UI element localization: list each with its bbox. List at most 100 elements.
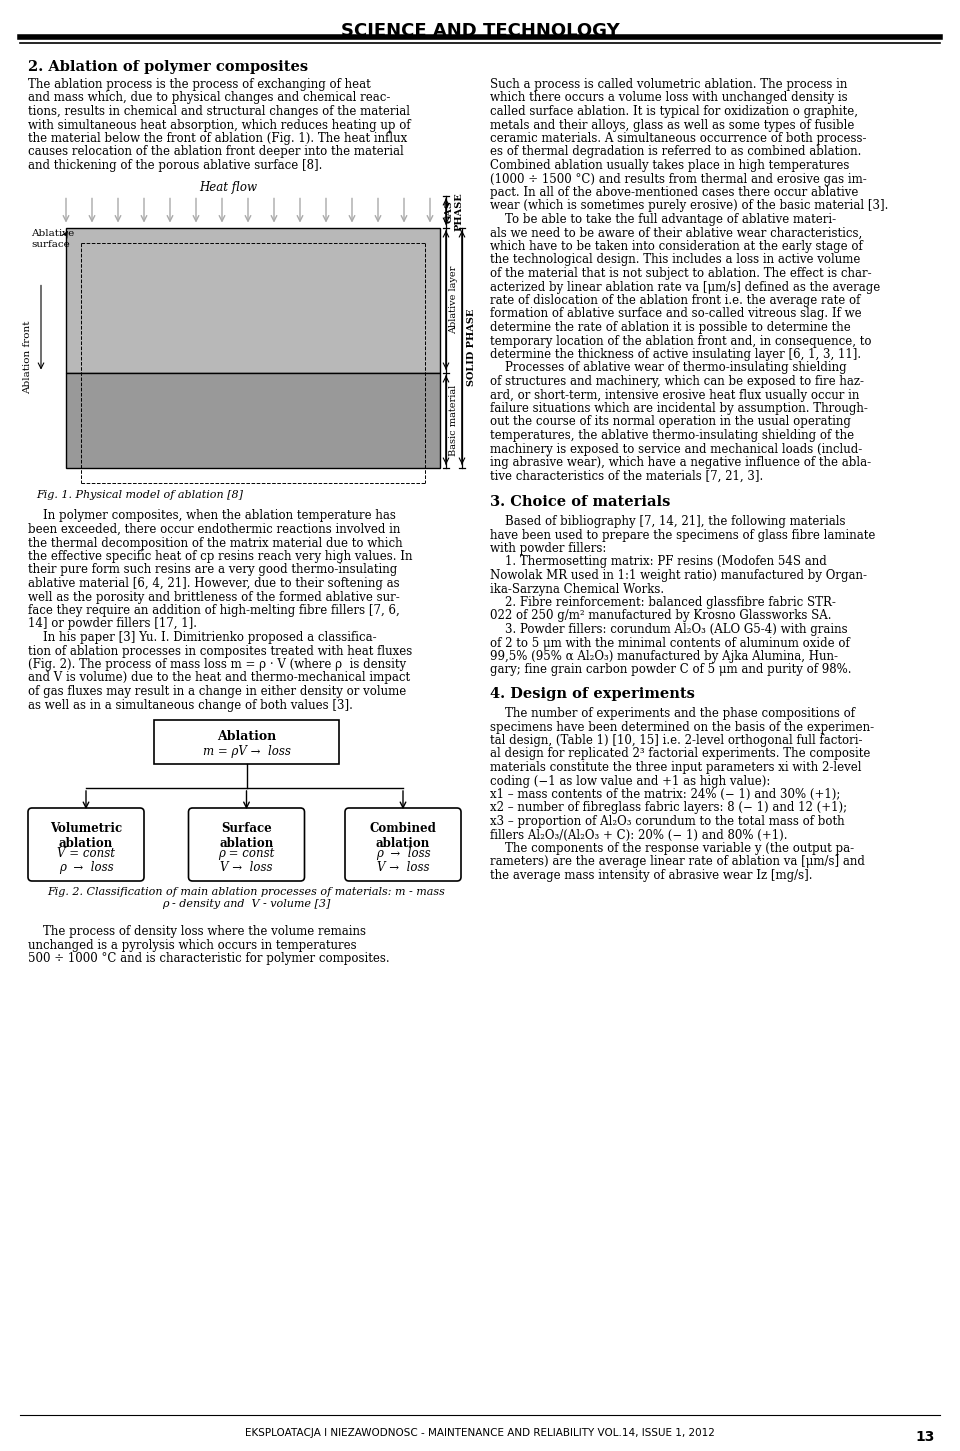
Text: gary; fine grain carbon powder C of 5 μm and purity of 98%.: gary; fine grain carbon powder C of 5 μm… [490, 663, 852, 676]
Text: 1. Thermosetting matrix: PF resins (Modofen 54S and: 1. Thermosetting matrix: PF resins (Modo… [490, 556, 827, 569]
Text: 14] or powder fillers [17, 1].: 14] or powder fillers [17, 1]. [28, 618, 197, 631]
Text: machinery is exposed to service and mechanical loads (includ-: machinery is exposed to service and mech… [490, 443, 862, 456]
Text: Combined ablation usually takes place in high temperatures: Combined ablation usually takes place in… [490, 160, 850, 173]
Text: V = const: V = const [57, 847, 115, 860]
Text: of gas fluxes may result in a change in either density or volume: of gas fluxes may result in a change in … [28, 685, 406, 698]
Text: rameters) are the average linear rate of ablation va [μm/s] and: rameters) are the average linear rate of… [490, 856, 865, 869]
Text: the effective specific heat of cp resins reach very high values. In: the effective specific heat of cp resins… [28, 550, 413, 563]
Text: the thermal decomposition of the matrix material due to which: the thermal decomposition of the matrix … [28, 537, 402, 550]
Bar [66, 228, 440, 373]
Text: V →  loss: V → loss [220, 860, 273, 874]
Text: and mass which, due to physical changes and chemical reac-: and mass which, due to physical changes … [28, 91, 391, 104]
Text: Fig. 1. Physical model of ablation [8]: Fig. 1. Physical model of ablation [8] [36, 489, 243, 499]
Text: Heat flow: Heat flow [199, 181, 257, 194]
Text: Ablative
surface: Ablative surface [31, 229, 74, 250]
Text: ceramic materials. A simultaneous occurrence of both process-: ceramic materials. A simultaneous occurr… [490, 132, 867, 145]
Bar [66, 373, 440, 467]
Text: x1 – mass contents of the matrix: 24% (− 1) and 30% (+1);: x1 – mass contents of the matrix: 24% (−… [490, 788, 840, 801]
Text: the technological design. This includes a loss in active volume: the technological design. This includes … [490, 254, 860, 267]
Text: 13: 13 [916, 1431, 935, 1444]
Text: al design for replicated 2³ factorial experiments. The composite: al design for replicated 2³ factorial ex… [490, 747, 871, 760]
Text: (1000 ÷ 1500 °C) and results from thermal and erosive gas im-: (1000 ÷ 1500 °C) and results from therma… [490, 173, 867, 186]
Text: Ablation: Ablation [217, 730, 276, 743]
Text: formation of ablative surface and so-called vitreous slag. If we: formation of ablative surface and so-cal… [490, 308, 862, 321]
Text: x2 – number of fibreglass fabric layers: 8 (− 1) and 12 (+1);: x2 – number of fibreglass fabric layers:… [490, 801, 847, 814]
Text: the material below the front of ablation (Fig. 1). The heat influx: the material below the front of ablation… [28, 132, 407, 145]
Text: ing abrasive wear), which have a negative influence of the abla-: ing abrasive wear), which have a negativ… [490, 456, 871, 469]
Text: coding (−1 as low value and +1 as high value):: coding (−1 as low value and +1 as high v… [490, 775, 770, 788]
Text: In polymer composites, when the ablation temperature has: In polymer composites, when the ablation… [28, 509, 396, 522]
Text: of the material that is not subject to ablation. The effect is char-: of the material that is not subject to a… [490, 267, 872, 280]
Text: and V is volume) due to the heat and thermo-mechanical impact: and V is volume) due to the heat and the… [28, 672, 410, 685]
Text: temperatures, the ablative thermo-insulating shielding of the: temperatures, the ablative thermo-insula… [490, 429, 854, 443]
FancyBboxPatch shape [188, 808, 304, 881]
Text: SOLID PHASE: SOLID PHASE [467, 309, 475, 386]
Text: Surface
ablation: Surface ablation [220, 823, 274, 850]
Text: m = ρV →  loss: m = ρV → loss [203, 744, 291, 757]
Text: have been used to prepare the specimens of glass fibre laminate: have been used to prepare the specimens … [490, 528, 876, 541]
Text: tive characteristics of the materials [7, 21, 3].: tive characteristics of the materials [7… [490, 470, 763, 483]
Text: face they require an addition of high-melting fibre fillers [7, 6,: face they require an addition of high-me… [28, 604, 399, 617]
Text: als we need to be aware of their ablative wear characteristics,: als we need to be aware of their ablativ… [490, 226, 862, 239]
Text: 99,5% (95% α Al₂O₃) manufactured by Ajka Alumina, Hun-: 99,5% (95% α Al₂O₃) manufactured by Ajka… [490, 650, 838, 663]
Text: es of thermal degradation is referred to as combined ablation.: es of thermal degradation is referred to… [490, 145, 861, 158]
Text: Ablative layer: Ablative layer [449, 266, 459, 334]
Text: the average mass intensity of abrasive wear Iz [mg/s].: the average mass intensity of abrasive w… [490, 869, 812, 882]
Text: ika-Sarzyna Chemical Works.: ika-Sarzyna Chemical Works. [490, 582, 664, 595]
FancyBboxPatch shape [154, 720, 339, 765]
Text: Nowolak MR used in 1:1 weight ratio) manufactured by Organ-: Nowolak MR used in 1:1 weight ratio) man… [490, 569, 867, 582]
Text: 2. Ablation of polymer composites: 2. Ablation of polymer composites [28, 59, 308, 74]
Text: 500 ÷ 1000 °C and is characteristic for polymer composites.: 500 ÷ 1000 °C and is characteristic for … [28, 952, 390, 965]
Text: Based of bibliography [7, 14, 21], the following materials: Based of bibliography [7, 14, 21], the f… [490, 515, 846, 528]
Text: Fig. 2. Classification of main ablation processes of materials: m - mass
ρ - den: Fig. 2. Classification of main ablation … [48, 887, 445, 908]
Text: ablative material [6, 4, 21]. However, due to their softening as: ablative material [6, 4, 21]. However, d… [28, 577, 399, 591]
Text: well as the porosity and brittleness of the formed ablative sur-: well as the porosity and brittleness of … [28, 591, 399, 604]
Text: ρ = const: ρ = const [218, 847, 275, 860]
Text: The ablation process is the process of exchanging of heat: The ablation process is the process of e… [28, 78, 371, 91]
Text: with powder fillers:: with powder fillers: [490, 543, 607, 554]
Text: pact. In all of the above-mentioned cases there occur ablative: pact. In all of the above-mentioned case… [490, 186, 858, 199]
Text: Ablation front: Ablation front [23, 321, 33, 395]
Text: Basic material: Basic material [449, 385, 459, 456]
Text: EKSPLOATACJA I NIEZAWODNOSC - MAINTENANCE AND RELIABILITY VOL.14, ISSUE 1, 2012: EKSPLOATACJA I NIEZAWODNOSC - MAINTENANC… [245, 1428, 715, 1438]
FancyBboxPatch shape [345, 808, 461, 881]
Text: unchanged is a pyrolysis which occurs in temperatures: unchanged is a pyrolysis which occurs in… [28, 939, 356, 952]
Text: ρ  →  loss: ρ → loss [375, 847, 430, 860]
Text: SCIENCE AND TECHNOLOGY: SCIENCE AND TECHNOLOGY [341, 22, 619, 41]
Text: In his paper [3] Yu. I. Dimitrienko proposed a classifica-: In his paper [3] Yu. I. Dimitrienko prop… [28, 631, 376, 644]
Text: The components of the response variable y (the output pa-: The components of the response variable … [490, 842, 854, 855]
Text: rate of dislocation of the ablation front i.e. the average rate of: rate of dislocation of the ablation fron… [490, 295, 860, 308]
Text: their pure form such resins are a very good thermo-insulating: their pure form such resins are a very g… [28, 563, 397, 576]
Text: materials constitute the three input parameters xi with 2-level: materials constitute the three input par… [490, 760, 861, 773]
Text: acterized by linear ablation rate va [μm/s] defined as the average: acterized by linear ablation rate va [μm… [490, 280, 880, 293]
Text: To be able to take the full advantage of ablative materi-: To be able to take the full advantage of… [490, 213, 836, 226]
Text: temporary location of the ablation front and, in consequence, to: temporary location of the ablation front… [490, 335, 872, 347]
Text: of 2 to 5 μm with the minimal contents of aluminum oxide of: of 2 to 5 μm with the minimal contents o… [490, 637, 850, 650]
Text: (Fig. 2). The process of mass loss m = ρ · V (where ρ  is density: (Fig. 2). The process of mass loss m = ρ… [28, 657, 406, 670]
Text: 3. Choice of materials: 3. Choice of materials [490, 495, 670, 509]
Text: Processes of ablative wear of thermo-insulating shielding: Processes of ablative wear of thermo-ins… [490, 361, 847, 374]
Text: failure situations which are incidental by assumption. Through-: failure situations which are incidental … [490, 402, 868, 415]
Text: The number of experiments and the phase compositions of: The number of experiments and the phase … [490, 707, 855, 720]
Text: specimens have been determined on the basis of the experimen-: specimens have been determined on the ba… [490, 721, 875, 734]
Text: of structures and machinery, which can be exposed to fire haz-: of structures and machinery, which can b… [490, 374, 864, 387]
Text: been exceeded, there occur endothermic reactions involved in: been exceeded, there occur endothermic r… [28, 522, 400, 535]
Text: fillers Al₂O₃/(Al₂O₃ + C): 20% (− 1) and 80% (+1).: fillers Al₂O₃/(Al₂O₃ + C): 20% (− 1) and… [490, 829, 787, 842]
Text: Volumetric
ablation: Volumetric ablation [50, 823, 122, 850]
Text: determine the thickness of active insulating layer [6, 1, 3, 11].: determine the thickness of active insula… [490, 348, 861, 361]
Text: as well as in a simultaneous change of both values [3].: as well as in a simultaneous change of b… [28, 698, 353, 711]
Text: 022 of 250 g/m² manufactured by Krosno Glassworks SA.: 022 of 250 g/m² manufactured by Krosno G… [490, 609, 831, 622]
Text: out the course of its normal operation in the usual operating: out the course of its normal operation i… [490, 415, 851, 428]
Text: Such a process is called volumetric ablation. The process in: Such a process is called volumetric abla… [490, 78, 848, 91]
Text: Combined
ablation: Combined ablation [370, 823, 437, 850]
Text: metals and their alloys, glass as well as some types of fusible: metals and their alloys, glass as well a… [490, 119, 854, 132]
Text: The process of density loss where the volume remains: The process of density loss where the vo… [28, 924, 366, 937]
Text: 3. Powder fillers: corundum Al₂O₃ (ALO G5-4) with grains: 3. Powder fillers: corundum Al₂O₃ (ALO G… [490, 622, 848, 636]
Text: wear (which is sometimes purely erosive) of the basic material [3].: wear (which is sometimes purely erosive)… [490, 199, 888, 212]
Text: ard, or short-term, intensive erosive heat flux usually occur in: ard, or short-term, intensive erosive he… [490, 389, 859, 402]
Text: which there occurs a volume loss with unchanged density is: which there occurs a volume loss with un… [490, 91, 848, 104]
Text: determine the rate of ablation it is possible to determine the: determine the rate of ablation it is pos… [490, 321, 851, 334]
FancyBboxPatch shape [28, 808, 144, 881]
Text: called surface ablation. It is typical for oxidization o graphite,: called surface ablation. It is typical f… [490, 104, 858, 118]
Text: which have to be taken into consideration at the early stage of: which have to be taken into consideratio… [490, 239, 863, 252]
